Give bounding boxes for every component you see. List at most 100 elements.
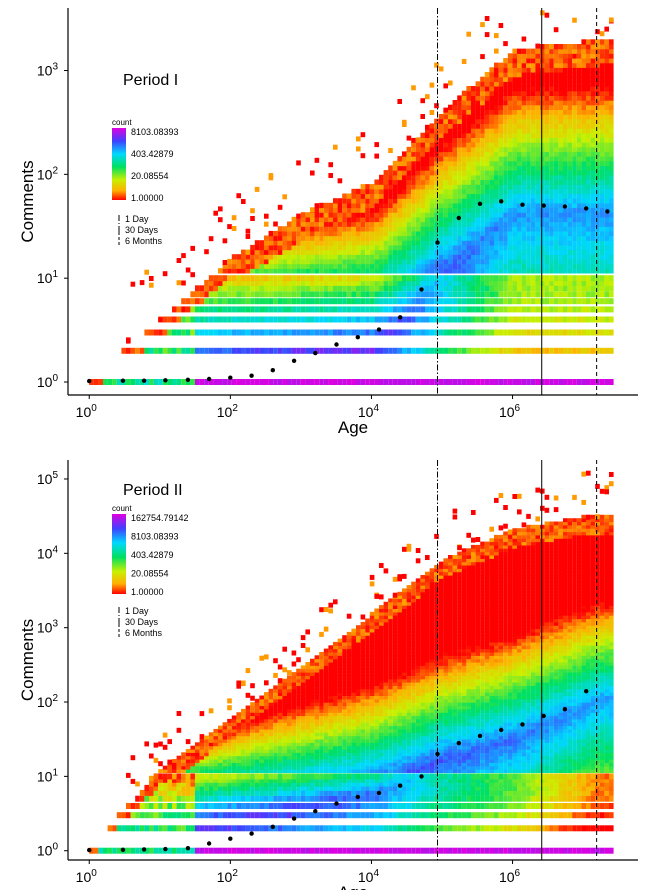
mean-point — [355, 335, 360, 340]
heatmap-cells — [89, 10, 614, 385]
x-tick-label: 102 — [217, 403, 239, 420]
mean-point — [270, 824, 275, 829]
line-legend-label: 6 Months — [125, 628, 163, 638]
line-legend-label: 1 Day — [125, 606, 149, 616]
x-tick-label: 104 — [358, 403, 380, 420]
line-legend-label: 30 Days — [125, 617, 159, 627]
line-legend-label: 6 Months — [125, 236, 163, 246]
y-tick-label: 101 — [37, 269, 59, 286]
legend-label: 20.08554 — [131, 569, 169, 579]
mean-point — [456, 740, 461, 746]
x-tick-label: 100 — [76, 868, 98, 885]
legend-title: count — [112, 118, 132, 127]
mean-point — [120, 378, 126, 383]
mean-point — [291, 358, 297, 363]
mean-point — [541, 713, 546, 719]
mean-point — [87, 378, 92, 384]
mean-point — [419, 287, 424, 292]
mean-point — [334, 801, 339, 806]
mean-point — [456, 215, 461, 221]
line-legend-label: 1 Day — [125, 214, 149, 224]
mean-point — [206, 841, 212, 846]
legend-label: 162754.79142 — [131, 513, 189, 523]
mean-point — [584, 689, 589, 694]
y-tick-label: 103 — [37, 619, 59, 636]
legend-colorbar — [112, 128, 126, 200]
panel-title: Period II — [123, 482, 183, 499]
x-tick-label: 100 — [76, 403, 98, 420]
x-tick-label: 106 — [499, 403, 521, 420]
line-legend-label: 30 Days — [125, 225, 159, 235]
mean-point — [163, 846, 168, 852]
x-axis-title: Age — [338, 883, 368, 890]
y-tick-label: 104 — [37, 544, 59, 561]
mean-points — [87, 689, 589, 853]
mean-point — [584, 206, 589, 211]
mean-point — [334, 342, 339, 347]
mean-point — [419, 774, 424, 779]
legend-label: 20.08554 — [131, 171, 169, 181]
legend-label: 403.42879 — [131, 149, 174, 159]
mean-point — [398, 315, 403, 320]
mean-point — [499, 727, 504, 733]
chart-period-2: 100 102 104 106 100 101 102 103 104 105 Age Comment… — [18, 460, 638, 890]
mean-point — [376, 790, 382, 796]
mean-point — [228, 375, 233, 380]
mean-points — [87, 199, 610, 384]
mean-point — [249, 373, 254, 378]
x-tick-label: 106 — [499, 868, 521, 885]
mean-point — [562, 204, 568, 209]
mean-point — [141, 378, 147, 383]
y-tick-label: 103 — [37, 62, 59, 79]
mean-point — [185, 377, 191, 382]
y-axis-title: Comments — [18, 160, 37, 242]
legend-title: count — [112, 504, 132, 513]
mean-point — [313, 350, 318, 356]
legend-label: 1.00000 — [131, 193, 164, 203]
mean-point — [185, 846, 191, 851]
legend-label: 8103.08393 — [131, 127, 179, 137]
y-tick-label: 102 — [37, 165, 59, 182]
chart-period-1: 100 102 104 106 100 101 102 103 Age Comments Perio… — [18, 8, 638, 437]
mean-point — [206, 376, 212, 382]
mean-point — [435, 240, 440, 245]
mean-point — [291, 816, 297, 821]
mean-point — [228, 836, 233, 841]
panel-title: Period I — [123, 72, 178, 89]
mean-point — [541, 203, 546, 208]
mean-point — [163, 378, 168, 383]
y-axis-title: Comments — [18, 619, 37, 701]
mean-point — [249, 831, 254, 836]
y-tick-label: 100 — [37, 373, 59, 390]
mean-point — [520, 722, 525, 727]
y-tick-label: 105 — [37, 470, 59, 487]
mean-point — [435, 751, 440, 757]
heatmap-cells — [89, 470, 614, 854]
legend-colorbar — [112, 514, 126, 594]
mean-point — [355, 794, 360, 800]
y-tick-label: 101 — [37, 767, 59, 784]
mean-point — [313, 809, 318, 814]
mean-point — [477, 733, 483, 739]
legend-label: 1.00000 — [131, 587, 164, 597]
mean-point — [499, 199, 504, 204]
x-tick-label: 102 — [217, 868, 239, 885]
mean-point — [120, 847, 126, 852]
mean-point — [520, 202, 525, 207]
legend-label: 403.42879 — [131, 550, 174, 560]
mean-point — [605, 209, 610, 214]
mean-point — [270, 368, 275, 373]
y-tick-label: 100 — [37, 842, 59, 859]
x-tick-label: 104 — [358, 868, 380, 885]
legend-label: 8103.08393 — [131, 532, 179, 542]
y-tick-label: 102 — [37, 693, 59, 710]
mean-point — [398, 783, 403, 788]
mean-point — [376, 327, 382, 332]
mean-point — [141, 847, 147, 852]
x-axis-title: Age — [338, 418, 368, 437]
